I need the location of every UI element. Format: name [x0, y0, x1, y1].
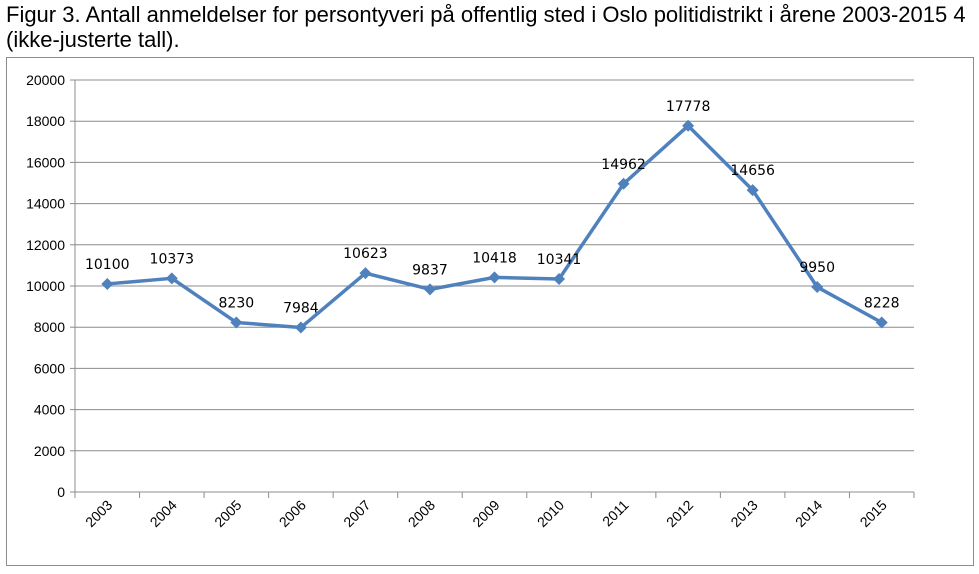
- data-point-marker: [682, 119, 695, 132]
- series-layer: [101, 119, 888, 334]
- gridlines: [75, 79, 914, 452]
- axes: 0 2000 4000 6000 8000 10000 12000 14000 16000 180…: [26, 72, 915, 530]
- data-point-marker: [746, 184, 759, 197]
- y-tick-label: 8000: [34, 319, 65, 335]
- data-label: 8228: [864, 296, 900, 312]
- x-tick-label: 2005: [211, 497, 244, 530]
- data-label: 10100: [85, 257, 130, 273]
- y-tick-label: 12000: [26, 237, 65, 253]
- data-labels: 10100 10373 8230 7984 10623 9837 10418 10341 149…: [85, 99, 900, 317]
- y-tick-label: 18000: [26, 113, 65, 129]
- data-point-marker: [165, 272, 178, 285]
- x-tick-label: 2013: [727, 497, 760, 530]
- x-tick-label: 2007: [340, 497, 373, 530]
- y-tick-label: 14000: [26, 196, 65, 212]
- data-label: 14962: [601, 157, 646, 173]
- data-point-marker: [811, 281, 824, 294]
- data-point-marker: [875, 316, 888, 329]
- data-label: 10373: [150, 251, 195, 267]
- x-tick-label: 2011: [599, 497, 632, 530]
- x-tick-label: 2003: [82, 497, 115, 530]
- data-label: 10418: [472, 250, 517, 266]
- x-tick-label: 2009: [469, 497, 502, 530]
- x-tick-label: 2006: [276, 497, 309, 530]
- data-label: 8230: [219, 295, 255, 311]
- x-tick-label: 2010: [534, 497, 567, 530]
- data-point-marker: [359, 267, 372, 280]
- data-label: 10341: [537, 252, 582, 268]
- data-label: 14656: [730, 163, 775, 179]
- x-tick-label: 2015: [857, 497, 890, 530]
- data-point-marker: [230, 316, 243, 329]
- x-tick-label: 2008: [405, 497, 438, 530]
- x-tick-label: 2014: [792, 497, 825, 530]
- y-tick-label: 6000: [34, 360, 65, 376]
- y-tick-label: 20000: [26, 72, 65, 88]
- y-tick-label: 0: [57, 484, 65, 500]
- data-label: 10623: [343, 246, 388, 262]
- figure-caption: Figur 3. Antall anmeldelser for personty…: [6, 2, 966, 52]
- data-point-marker: [617, 177, 630, 190]
- y-tick-label: 2000: [34, 443, 65, 459]
- x-tick-label: 2004: [147, 497, 180, 530]
- data-label: 7984: [283, 301, 319, 317]
- y-tick-label: 10000: [26, 278, 65, 294]
- y-tick-label: 16000: [26, 154, 65, 170]
- data-label: 9950: [799, 260, 835, 276]
- data-point-marker: [423, 283, 436, 296]
- data-label: 9837: [412, 262, 448, 278]
- y-tick-label: 4000: [34, 402, 65, 418]
- chart-frame: [6, 57, 974, 566]
- data-point-marker: [553, 272, 566, 285]
- data-point-marker: [488, 271, 501, 284]
- data-label: 17778: [666, 99, 711, 115]
- x-tick-label: 2012: [663, 497, 696, 530]
- data-point-marker: [101, 277, 114, 290]
- data-point-marker: [294, 321, 307, 334]
